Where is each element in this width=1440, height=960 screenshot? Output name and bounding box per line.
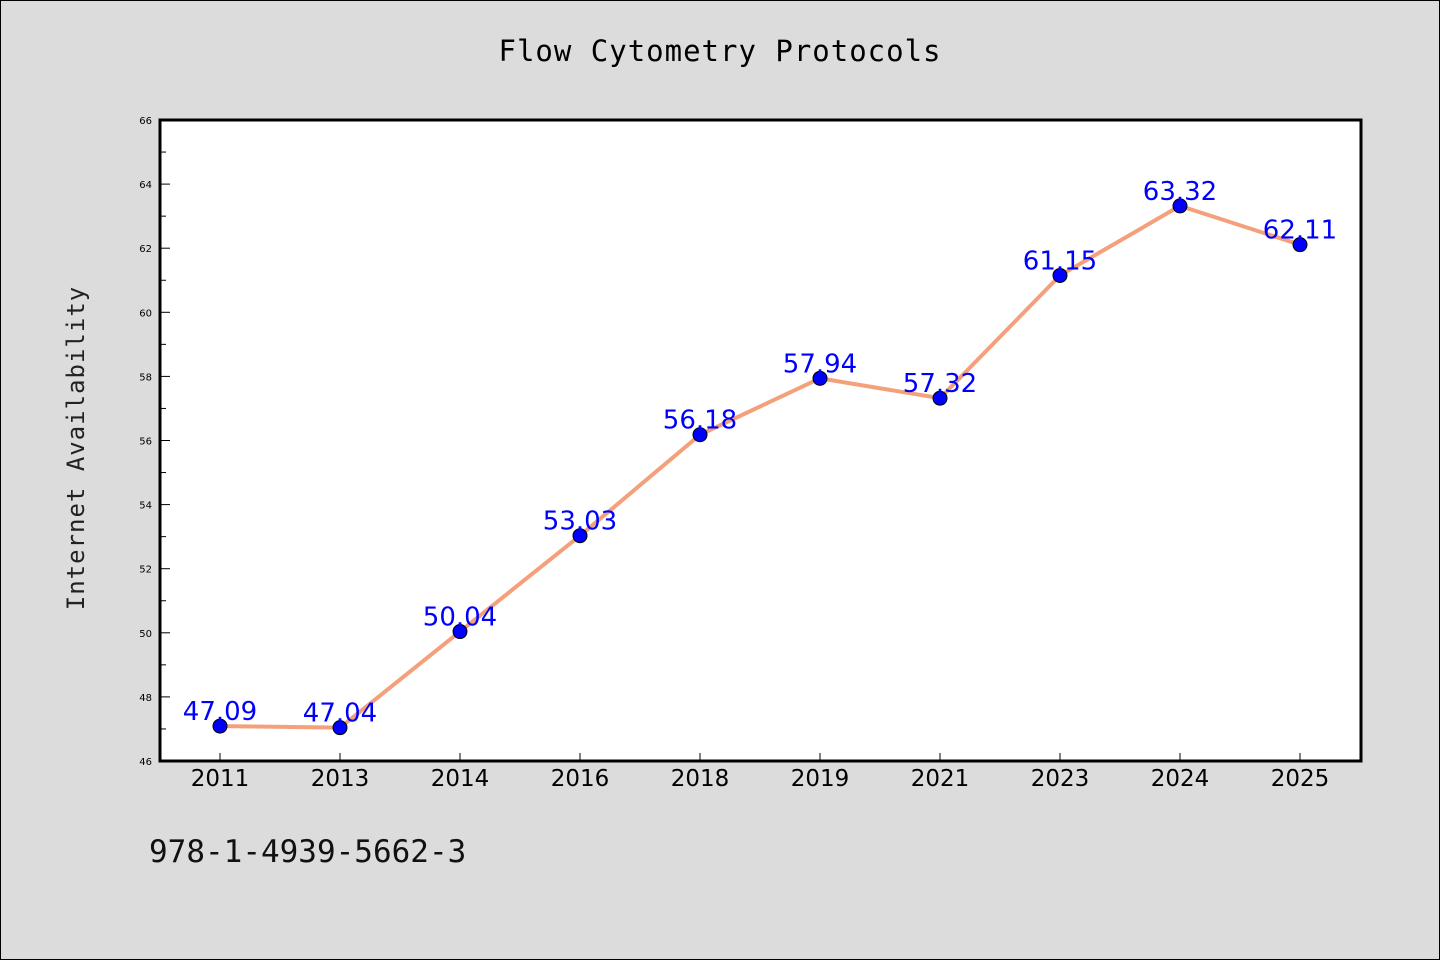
y-tick-label: 52 bbox=[139, 565, 152, 576]
data-label: 62.11 bbox=[1263, 216, 1337, 246]
data-label: 47.04 bbox=[303, 699, 377, 729]
data-point bbox=[452, 624, 468, 640]
data-point bbox=[812, 370, 828, 386]
data-point bbox=[572, 528, 588, 544]
data-label: 47.09 bbox=[183, 697, 257, 727]
y-tick-label: 50 bbox=[139, 629, 152, 640]
data-label: 57.94 bbox=[783, 349, 857, 379]
y-tick-label: 60 bbox=[139, 308, 152, 319]
data-label: 57.32 bbox=[903, 369, 977, 399]
x-tick-label: 2018 bbox=[671, 766, 730, 792]
data-point bbox=[332, 720, 348, 736]
data-point bbox=[1052, 267, 1068, 283]
data-point bbox=[932, 390, 948, 406]
data-label: 56.18 bbox=[663, 406, 737, 436]
x-tick-label: 2011 bbox=[191, 766, 250, 792]
y-tick-label: 56 bbox=[139, 437, 152, 448]
y-tick-label: 62 bbox=[139, 244, 152, 255]
data-point bbox=[212, 718, 228, 734]
x-tick-label: 2025 bbox=[1271, 766, 1330, 792]
plot-area bbox=[158, 118, 1363, 763]
data-point bbox=[1292, 237, 1308, 253]
x-tick-label: 2024 bbox=[1151, 766, 1210, 792]
y-tick-label: 64 bbox=[139, 180, 152, 191]
isbn-code: 978-1-4939-5662-3 bbox=[149, 834, 467, 870]
x-tick-label: 2013 bbox=[311, 766, 370, 792]
data-label: 63.32 bbox=[1143, 177, 1217, 207]
x-tick-label: 2016 bbox=[551, 766, 610, 792]
x-tick-label: 2019 bbox=[791, 766, 850, 792]
data-label: 50.04 bbox=[423, 603, 497, 633]
x-tick-label: 2023 bbox=[1031, 766, 1090, 792]
x-tick-label: 2021 bbox=[911, 766, 970, 792]
y-tick-label: 54 bbox=[139, 501, 152, 512]
series-line bbox=[218, 203, 1302, 730]
y-tick-label: 66 bbox=[139, 116, 152, 127]
y-tick-label: 58 bbox=[139, 372, 152, 383]
data-label: 61.15 bbox=[1023, 246, 1097, 276]
chart-title: Flow Cytometry Protocols bbox=[498, 34, 942, 68]
data-label: 53.03 bbox=[543, 507, 617, 537]
y-tick-label: 46 bbox=[139, 757, 152, 768]
data-point bbox=[692, 427, 708, 443]
x-tick-label: 2014 bbox=[431, 766, 490, 792]
data-point bbox=[1172, 198, 1188, 214]
y-tick-label: 48 bbox=[139, 693, 152, 704]
